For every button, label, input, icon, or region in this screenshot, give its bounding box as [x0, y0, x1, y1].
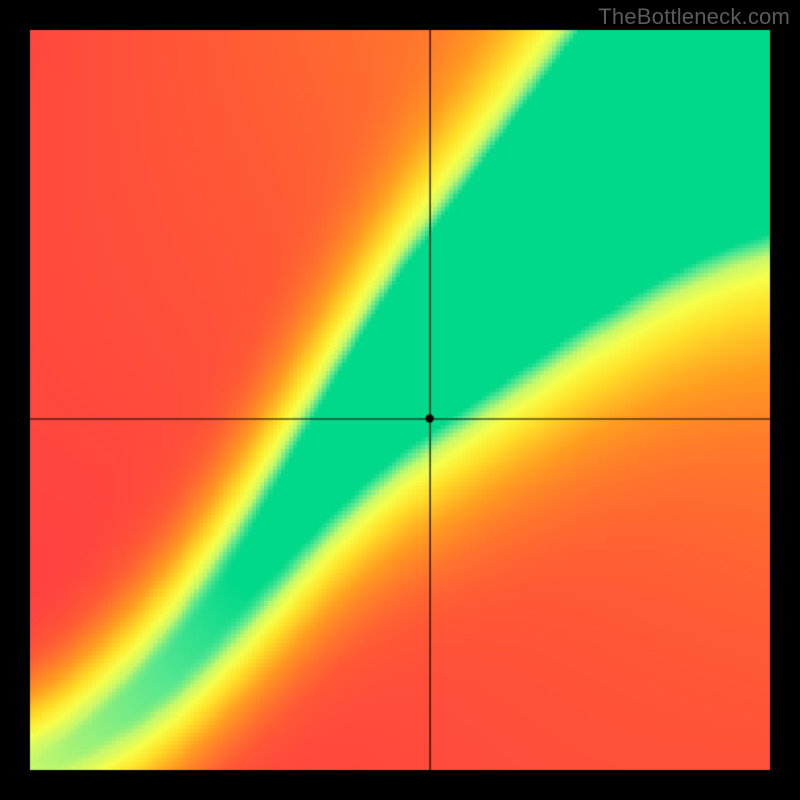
watermark-text: TheBottleneck.com — [598, 4, 790, 30]
heatmap-canvas — [0, 0, 800, 800]
